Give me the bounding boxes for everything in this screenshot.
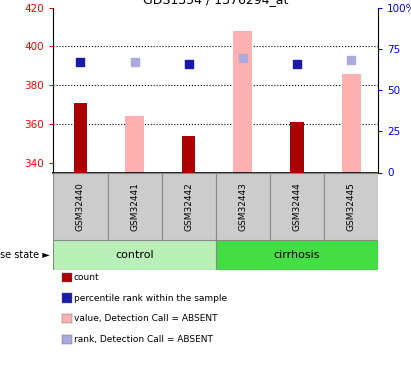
Text: value, Detection Call = ABSENT: value, Detection Call = ABSENT	[74, 314, 217, 323]
Bar	[125, 116, 144, 172]
Bar	[216, 172, 270, 240]
Text: count: count	[74, 273, 99, 282]
Text: GSM32442: GSM32442	[184, 182, 193, 231]
Text: disease state ►: disease state ►	[0, 250, 49, 260]
Text: control: control	[115, 250, 154, 260]
Bar	[233, 31, 252, 172]
Point	[132, 59, 138, 65]
Bar	[108, 172, 162, 240]
Text: GSM32444: GSM32444	[293, 182, 301, 231]
Point	[240, 55, 246, 61]
Point	[77, 59, 84, 65]
Bar	[53, 172, 108, 240]
Text: percentile rank within the sample: percentile rank within the sample	[74, 294, 227, 303]
Bar	[290, 122, 304, 172]
Point	[348, 57, 354, 63]
Text: GSM32445: GSM32445	[346, 182, 356, 231]
Point	[185, 61, 192, 67]
Bar	[162, 172, 216, 240]
Text: cirrhosis: cirrhosis	[274, 250, 320, 260]
Text: GSM32443: GSM32443	[238, 182, 247, 231]
Text: GSM32440: GSM32440	[76, 182, 85, 231]
Bar	[216, 240, 378, 270]
Text: rank, Detection Call = ABSENT: rank, Detection Call = ABSENT	[74, 335, 213, 344]
Bar	[182, 136, 196, 172]
Bar	[74, 103, 87, 172]
Bar	[270, 172, 324, 240]
Bar	[53, 240, 216, 270]
Bar	[324, 172, 378, 240]
Point	[293, 61, 300, 67]
Text: GSM32441: GSM32441	[130, 182, 139, 231]
Title: GDS1354 / 1376294_at: GDS1354 / 1376294_at	[143, 0, 289, 6]
Bar	[342, 74, 360, 172]
